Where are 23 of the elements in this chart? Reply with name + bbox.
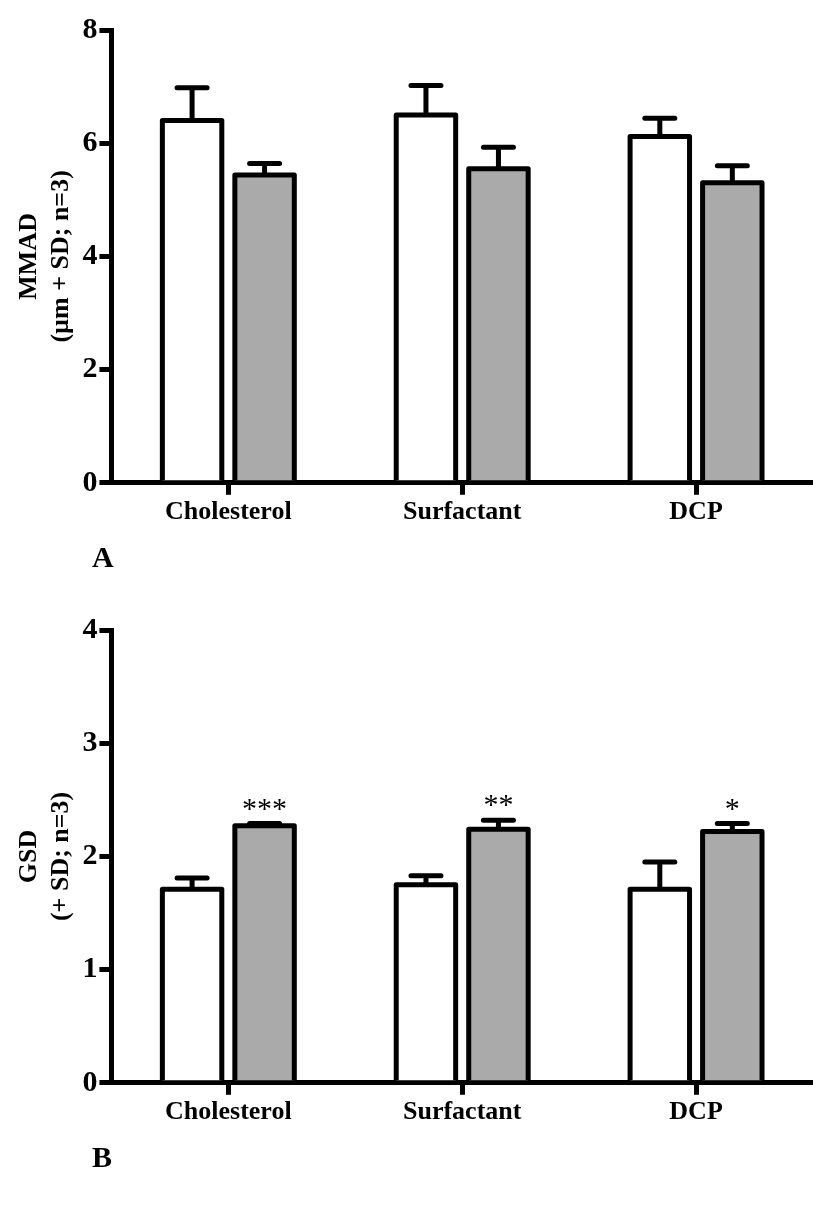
y-axis-title: GSD (+ SD; n=3): [13, 791, 74, 922]
y-tick-label: 1: [82, 950, 98, 984]
text: B: [92, 1140, 113, 1174]
x-tick-label: Cholesterol: [165, 496, 292, 526]
text: A: [92, 540, 114, 574]
x-tick-label: Cholesterol: [165, 1096, 292, 1126]
annotation: **: [483, 787, 514, 821]
y-tick-label: 3: [82, 723, 98, 757]
x-tick-label: DCP: [669, 1096, 723, 1126]
x-tick-label: Surfactant: [402, 496, 522, 526]
annotation: *: [724, 790, 740, 824]
y-tick-label: 0: [82, 1063, 98, 1097]
y-tick-label: 6: [82, 123, 98, 157]
y-tick-label: 2: [82, 837, 98, 871]
y-axis-title: MMAD (µm + SD; n=3): [13, 170, 74, 343]
y-tick-label: 4: [82, 610, 98, 644]
x-tick-label: DCP: [669, 496, 723, 526]
x-tick-label: Surfactant: [402, 1096, 522, 1126]
y-tick-label: 8: [82, 10, 98, 44]
y-tick-label: 2: [82, 350, 98, 384]
annotation: ***: [242, 790, 288, 824]
y-tick-label: 4: [82, 237, 98, 271]
y-tick-label: 0: [82, 463, 98, 497]
